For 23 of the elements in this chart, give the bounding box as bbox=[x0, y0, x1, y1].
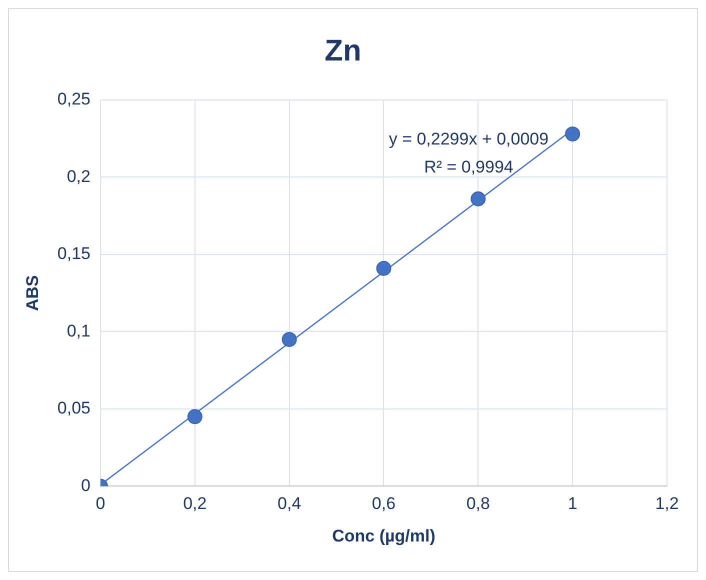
y-tick-label: 0,05 bbox=[57, 398, 90, 418]
y-tick-label: 0,25 bbox=[57, 90, 90, 109]
x-tick-label: 0,8 bbox=[466, 494, 490, 514]
annotation: y = 0,2299x + 0,0009 bbox=[388, 130, 549, 149]
point bbox=[470, 191, 486, 206]
y-tick-label: 0,15 bbox=[57, 244, 90, 264]
y-tick-label: 0 bbox=[81, 476, 90, 495]
x-tick-label: 0,4 bbox=[278, 494, 302, 514]
point bbox=[282, 332, 297, 347]
point bbox=[187, 409, 202, 424]
x-tick-label: 1 bbox=[568, 494, 578, 514]
y-tick-label: 0,1 bbox=[66, 321, 90, 340]
x-tick-label: 0 bbox=[96, 494, 106, 514]
y-axis-title: ABS bbox=[22, 275, 42, 312]
x-axis-title: Conc (µg/ml) bbox=[332, 526, 436, 546]
y-tick-label: 0,2 bbox=[66, 166, 90, 186]
x-tick-label: 0,6 bbox=[372, 494, 396, 514]
x-tick-label: 0,2 bbox=[183, 494, 207, 514]
point bbox=[565, 126, 580, 142]
chart-title: Zn bbox=[324, 34, 362, 68]
annotation: R² = 0,9994 bbox=[424, 158, 514, 177]
point bbox=[376, 260, 392, 276]
x-tick-label: 1,2 bbox=[655, 494, 679, 514]
